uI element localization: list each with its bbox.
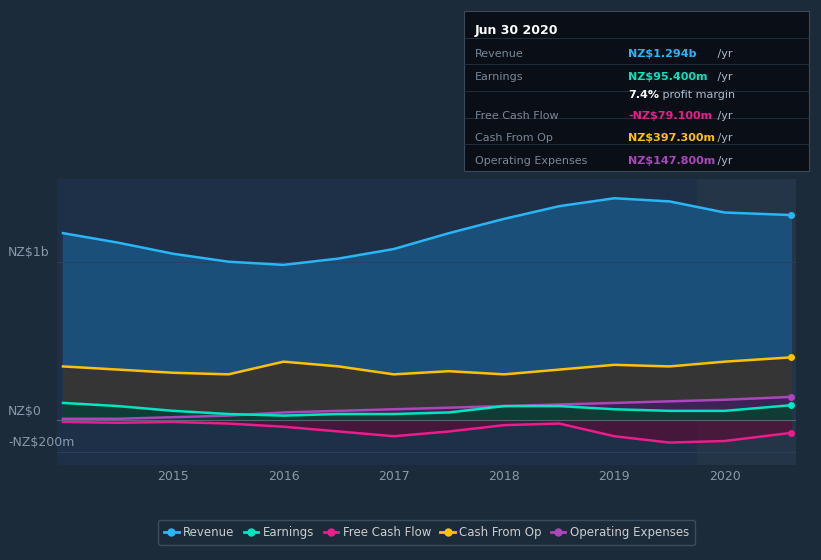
Text: -NZ$79.100m: -NZ$79.100m <box>628 111 712 121</box>
Text: profit margin: profit margin <box>659 90 736 100</box>
Text: Cash From Op: Cash From Op <box>475 133 553 143</box>
Text: Revenue: Revenue <box>475 49 523 59</box>
Text: NZ$0: NZ$0 <box>8 404 42 418</box>
Bar <box>697 179 802 465</box>
Text: NZ$1.294b: NZ$1.294b <box>628 49 696 59</box>
Text: -NZ$200m: -NZ$200m <box>8 436 75 449</box>
Text: Operating Expenses: Operating Expenses <box>475 156 587 166</box>
Text: NZ$147.800m: NZ$147.800m <box>628 156 715 166</box>
Text: NZ$1b: NZ$1b <box>8 246 50 259</box>
Text: NZ$397.300m: NZ$397.300m <box>628 133 715 143</box>
Text: /yr: /yr <box>714 156 733 166</box>
Text: Jun 30 2020: Jun 30 2020 <box>475 24 558 36</box>
Text: NZ$95.400m: NZ$95.400m <box>628 72 708 82</box>
Text: Free Cash Flow: Free Cash Flow <box>475 111 558 121</box>
Text: /yr: /yr <box>714 111 733 121</box>
Text: 7.4%: 7.4% <box>628 90 659 100</box>
Text: Earnings: Earnings <box>475 72 523 82</box>
Text: /yr: /yr <box>714 72 733 82</box>
Text: /yr: /yr <box>714 49 733 59</box>
Legend: Revenue, Earnings, Free Cash Flow, Cash From Op, Operating Expenses: Revenue, Earnings, Free Cash Flow, Cash … <box>158 520 695 544</box>
Text: /yr: /yr <box>714 133 733 143</box>
